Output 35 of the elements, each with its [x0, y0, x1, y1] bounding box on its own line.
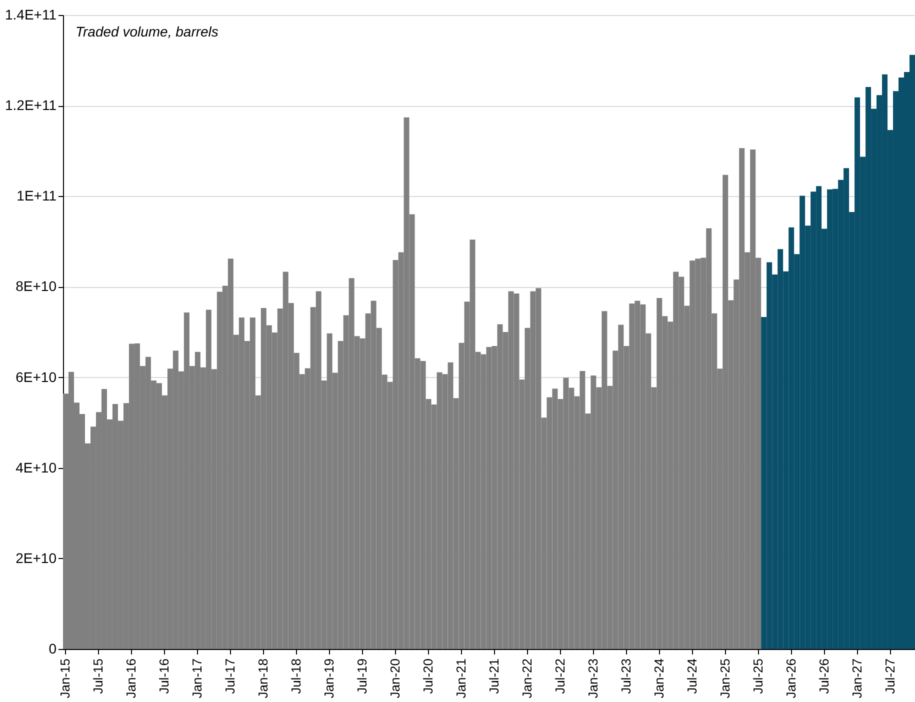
x-tick-label: Jan-18	[256, 658, 271, 698]
x-tick-label: Jan-19	[322, 658, 337, 698]
x-tick-label: Jan-27	[849, 658, 864, 698]
x-tick-label: Jul-20	[420, 658, 436, 694]
y-tick-label: 4E+10	[16, 459, 57, 476]
x-tick-label: Jan-25	[717, 658, 732, 698]
y-tick-label: 1.2E+11	[4, 97, 57, 114]
x-tick-label: Jul-16	[156, 658, 172, 694]
y-tick-label: 8E+10	[16, 278, 57, 294]
x-tick-label: Jan-15	[58, 658, 73, 698]
x-tick-label: Jan-23	[585, 658, 600, 698]
x-tick-label: Jul-24	[684, 658, 700, 694]
x-tick-label: Jan-24	[651, 658, 666, 698]
x-tick-label: Jul-22	[552, 658, 568, 694]
x-tick-label: Jul-17	[222, 658, 238, 694]
x-tick-label: Jan-16	[124, 658, 139, 698]
x-tick-label: Jul-15	[90, 658, 106, 694]
x-tick-label: Jul-21	[486, 658, 502, 694]
y-tick-label: 0	[48, 640, 57, 656]
x-tick-label: Jan-20	[388, 658, 403, 698]
x-tick-label: Jan-17	[190, 658, 205, 698]
y-tick-label: 1.4E+11	[4, 6, 57, 22]
x-tick-label: Jul-23	[618, 658, 634, 694]
x-tick-label: Jul-19	[354, 658, 370, 694]
y-tick-label: 1E+11	[16, 188, 57, 204]
y-axis-title: Traded volume, barrels	[76, 24, 218, 40]
x-tick-label: Jan-26	[783, 658, 798, 698]
x-tick-label: Jul-27	[882, 658, 898, 694]
x-tick-label: Jan-21	[454, 658, 469, 698]
y-tick-label: 2E+10	[16, 550, 57, 566]
x-tick-label: Jul-25	[750, 658, 766, 694]
x-tick-label: Jul-18	[288, 658, 304, 694]
x-tick-label: Jul-26	[816, 658, 832, 694]
y-tick-label: 6E+10	[16, 368, 57, 385]
x-tick-label: Jan-22	[519, 658, 534, 698]
